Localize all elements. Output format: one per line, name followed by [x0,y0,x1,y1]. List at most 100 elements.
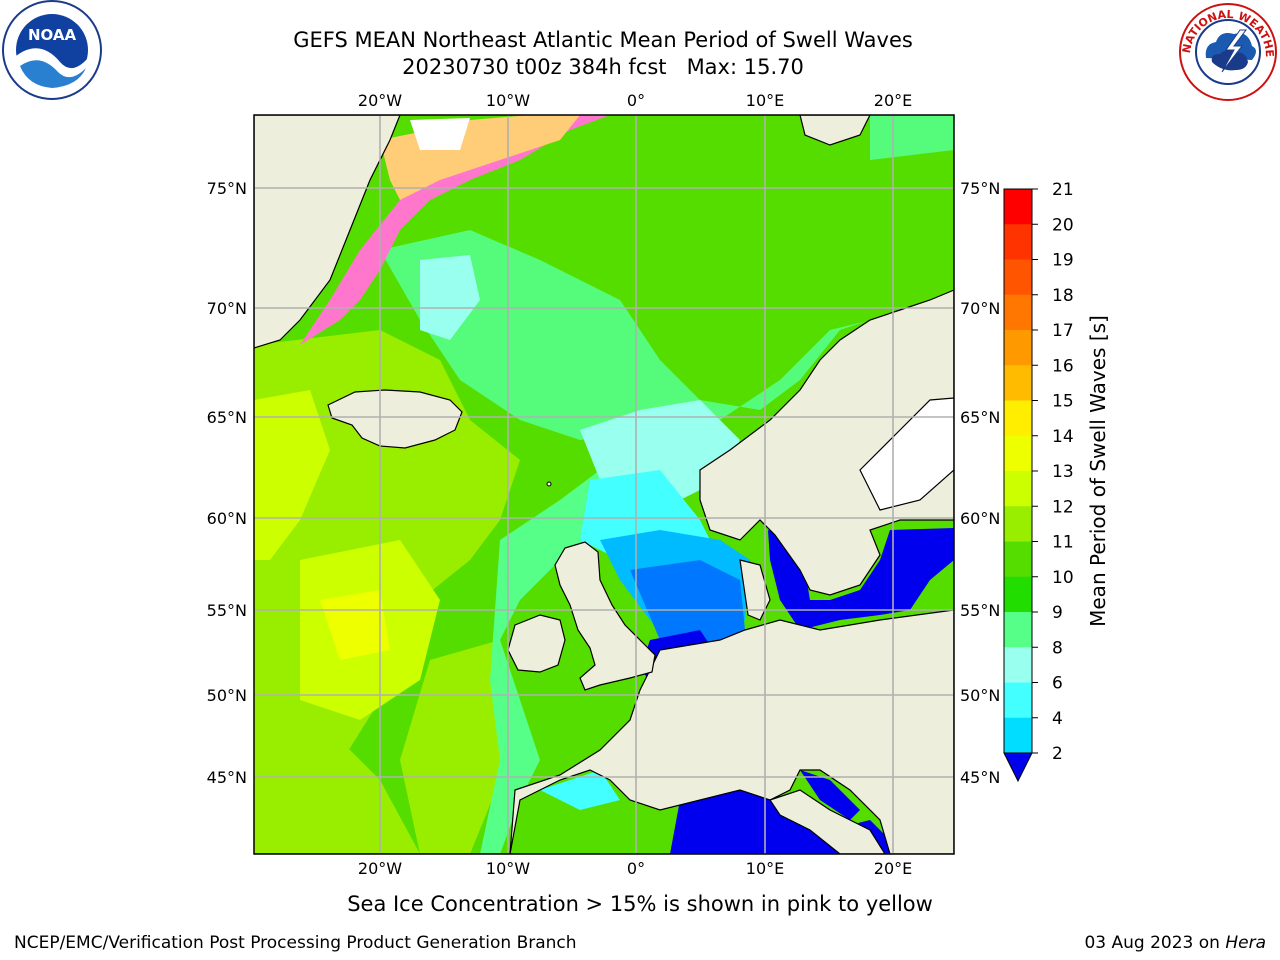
colorbar-segment [1004,717,1032,754]
swell-field-12s-south [254,720,420,854]
sea-ice-note: Sea Ice Concentration > 15% is shown in … [347,892,933,916]
footer-host: Hera [1225,933,1266,953]
colorbar-segment [1004,189,1032,225]
map-gridlines [254,115,954,854]
colorbar-segment [1004,400,1032,437]
land-faroe [546,481,552,487]
lat-label-left: 60°N [207,509,247,528]
lon-label-bottom: 20°E [874,859,912,878]
swell-field-adriatic [800,770,860,820]
footer-credit: NCEP/EMC/Verification Post Processing Pr… [14,933,577,953]
lat-label-right: 75°N [960,179,1000,198]
swell-field-8s-north [420,255,480,340]
colorbar-tick-label: 8 [1052,638,1063,658]
lon-label-top: 10°W [486,91,530,110]
land-great-britain [554,541,656,691]
lon-label-top: 10°E [746,91,784,110]
colorbar-tick-label: 11 [1052,533,1074,553]
swell-field-14s [320,590,390,660]
colorbar-extend-triangle [1003,752,1033,783]
colorbar-segment [1004,647,1032,683]
swell-field-12s-iberia [400,640,520,854]
swell-field-9s [380,115,954,440]
land-svalbard [799,115,871,146]
sea-ice-pink [300,115,610,345]
colorbar-tick-label: 18 [1052,286,1074,306]
colorbar: 21 20 19 18 17 16 15 14 13 12 11 10 9 8 6 4 2 Mean Perio… [1003,180,1110,783]
sea-ice-blank [410,118,470,150]
colorbar-tick-label: 6 [1052,674,1063,694]
colorbar-segment [1004,576,1032,613]
map-title: GEFS MEAN Northeast Atlantic Mean Period… [293,28,913,52]
lat-label-left: 70°N [207,299,247,318]
lat-label-left: 75°N [207,179,247,198]
colorbar-segment [1004,612,1032,648]
lon-label-top: 0° [627,91,645,110]
colorbar-segment [1004,506,1032,542]
colorbar-tick-label: 17 [1052,321,1074,341]
colorbar-segment [1004,541,1032,578]
lat-label-right: 65°N [960,408,1000,427]
bottom-lon-labels: 20°W 10°W 0° 10°E 20°E [358,859,912,878]
noaa-logo: NOAA [2,0,102,100]
colorbar-segment [1004,259,1032,296]
map-panel [254,115,954,854]
colorbar-tick-label: 14 [1052,427,1074,447]
lon-label-bottom: 10°W [486,859,530,878]
colorbar-label: Mean Period of Swell Waves [s] [1086,315,1110,627]
nws-logo: NATIONAL WEATHER SERVICE [1176,0,1277,101]
noaa-logo-text: NOAA [28,26,77,44]
colorbar-segment [1004,471,1032,507]
footer-date-text: 03 Aug 2023 on [1084,933,1220,953]
land-gulf-bothnia [859,397,954,511]
lat-label-left: 50°N [207,686,247,705]
colorbar-tick-label: 15 [1052,392,1074,412]
colorbar-ticks: 21 20 19 18 17 16 15 14 13 12 11 10 9 8 6 4 2 [1032,180,1074,764]
lon-label-bottom: 0° [627,859,645,878]
colorbar-segment [1004,330,1032,366]
colorbar-tick-label: 21 [1052,180,1074,200]
map-frame [253,114,955,855]
map-subtitle: 20230730 t00z 384h fcst Max: 15.70 [402,55,804,79]
colorbar-segment [1004,224,1032,260]
lat-label-right: 60°N [960,509,1000,528]
swell-field-biscay [540,770,620,810]
colorbar-tick-label: 13 [1052,462,1074,482]
lat-label-left: 45°N [207,768,247,787]
lat-label-right: 70°N [960,299,1000,318]
colorbar-segment [1004,294,1032,331]
land-greenland [254,115,401,349]
land-iceland [327,389,463,449]
top-lon-labels: 20°W 10°W 0° 10°E 20°E [358,91,912,110]
lon-label-bottom: 10°E [746,859,784,878]
colorbar-tick-label: 16 [1052,356,1074,376]
colorbar-tick-label: 10 [1052,568,1074,588]
colorbar-tick-label: 2 [1052,744,1063,764]
swell-field-2s-north-sea [630,560,745,650]
lon-label-top: 20°E [874,91,912,110]
lat-label-left: 65°N [207,408,247,427]
lon-label-bottom: 20°W [358,859,402,878]
lat-label-right: 45°N [960,768,1000,787]
colorbar-tick-label: 4 [1052,709,1063,729]
swell-field-baltic [768,528,954,630]
land-ireland [507,614,566,673]
colorbar-segment [1004,435,1032,472]
lat-label-right: 55°N [960,601,1000,620]
lon-label-top: 20°W [358,91,402,110]
colorbar-tick-label: 12 [1052,497,1074,517]
colorbar-segment [1004,682,1032,719]
colorbar-segments [1004,189,1032,754]
colorbar-tick-label: 19 [1052,251,1074,271]
lat-label-right: 50°N [960,686,1000,705]
lat-label-left: 55°N [207,601,247,620]
land-italy [769,789,886,854]
right-lat-labels: 75°N 70°N 65°N 60°N 55°N 50°N 45°N [960,179,1000,787]
colorbar-tick-label: 20 [1052,215,1074,235]
colorbar-tick-label: 9 [1052,603,1063,623]
left-lat-labels: 75°N 70°N 65°N 60°N 55°N 50°N 45°N [207,179,247,787]
land-europe [254,609,954,854]
colorbar-segment [1004,365,1032,401]
footer-date: 03 Aug 2023 on Hera [1084,932,1266,954]
